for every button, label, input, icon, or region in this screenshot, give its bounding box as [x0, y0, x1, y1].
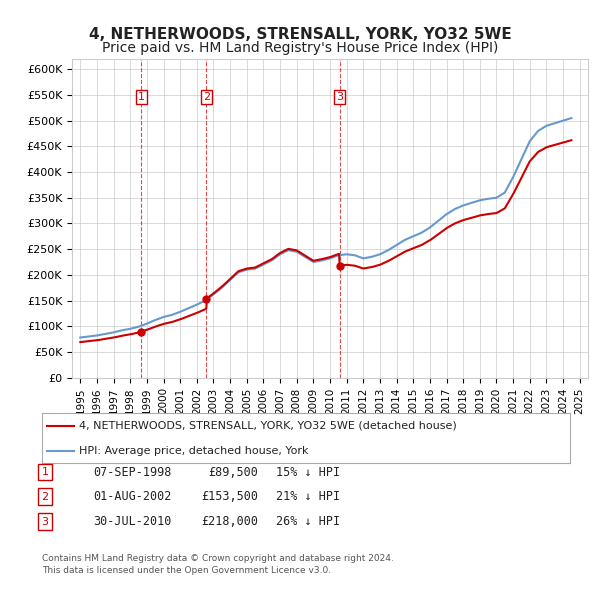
Text: 4, NETHERWOODS, STRENSALL, YORK, YO32 5WE: 4, NETHERWOODS, STRENSALL, YORK, YO32 5W… [89, 27, 511, 41]
Text: 4, NETHERWOODS, STRENSALL, YORK, YO32 5WE (detached house): 4, NETHERWOODS, STRENSALL, YORK, YO32 5W… [79, 421, 457, 431]
Text: 26% ↓ HPI: 26% ↓ HPI [276, 515, 340, 528]
Text: £218,000: £218,000 [201, 515, 258, 528]
Text: Contains HM Land Registry data © Crown copyright and database right 2024.
This d: Contains HM Land Registry data © Crown c… [42, 555, 394, 575]
Text: 01-AUG-2002: 01-AUG-2002 [93, 490, 172, 503]
Text: 2: 2 [203, 92, 210, 102]
Text: 2: 2 [41, 492, 49, 502]
Text: HPI: Average price, detached house, York: HPI: Average price, detached house, York [79, 445, 308, 455]
Text: 3: 3 [336, 92, 343, 102]
Text: 1: 1 [138, 92, 145, 102]
Text: 1: 1 [41, 467, 49, 477]
Text: 07-SEP-1998: 07-SEP-1998 [93, 466, 172, 478]
Text: £89,500: £89,500 [208, 466, 258, 478]
Text: Price paid vs. HM Land Registry's House Price Index (HPI): Price paid vs. HM Land Registry's House … [102, 41, 498, 55]
Text: 30-JUL-2010: 30-JUL-2010 [93, 515, 172, 528]
Text: 15% ↓ HPI: 15% ↓ HPI [276, 466, 340, 478]
Text: 21% ↓ HPI: 21% ↓ HPI [276, 490, 340, 503]
Text: £153,500: £153,500 [201, 490, 258, 503]
Text: 3: 3 [41, 517, 49, 526]
